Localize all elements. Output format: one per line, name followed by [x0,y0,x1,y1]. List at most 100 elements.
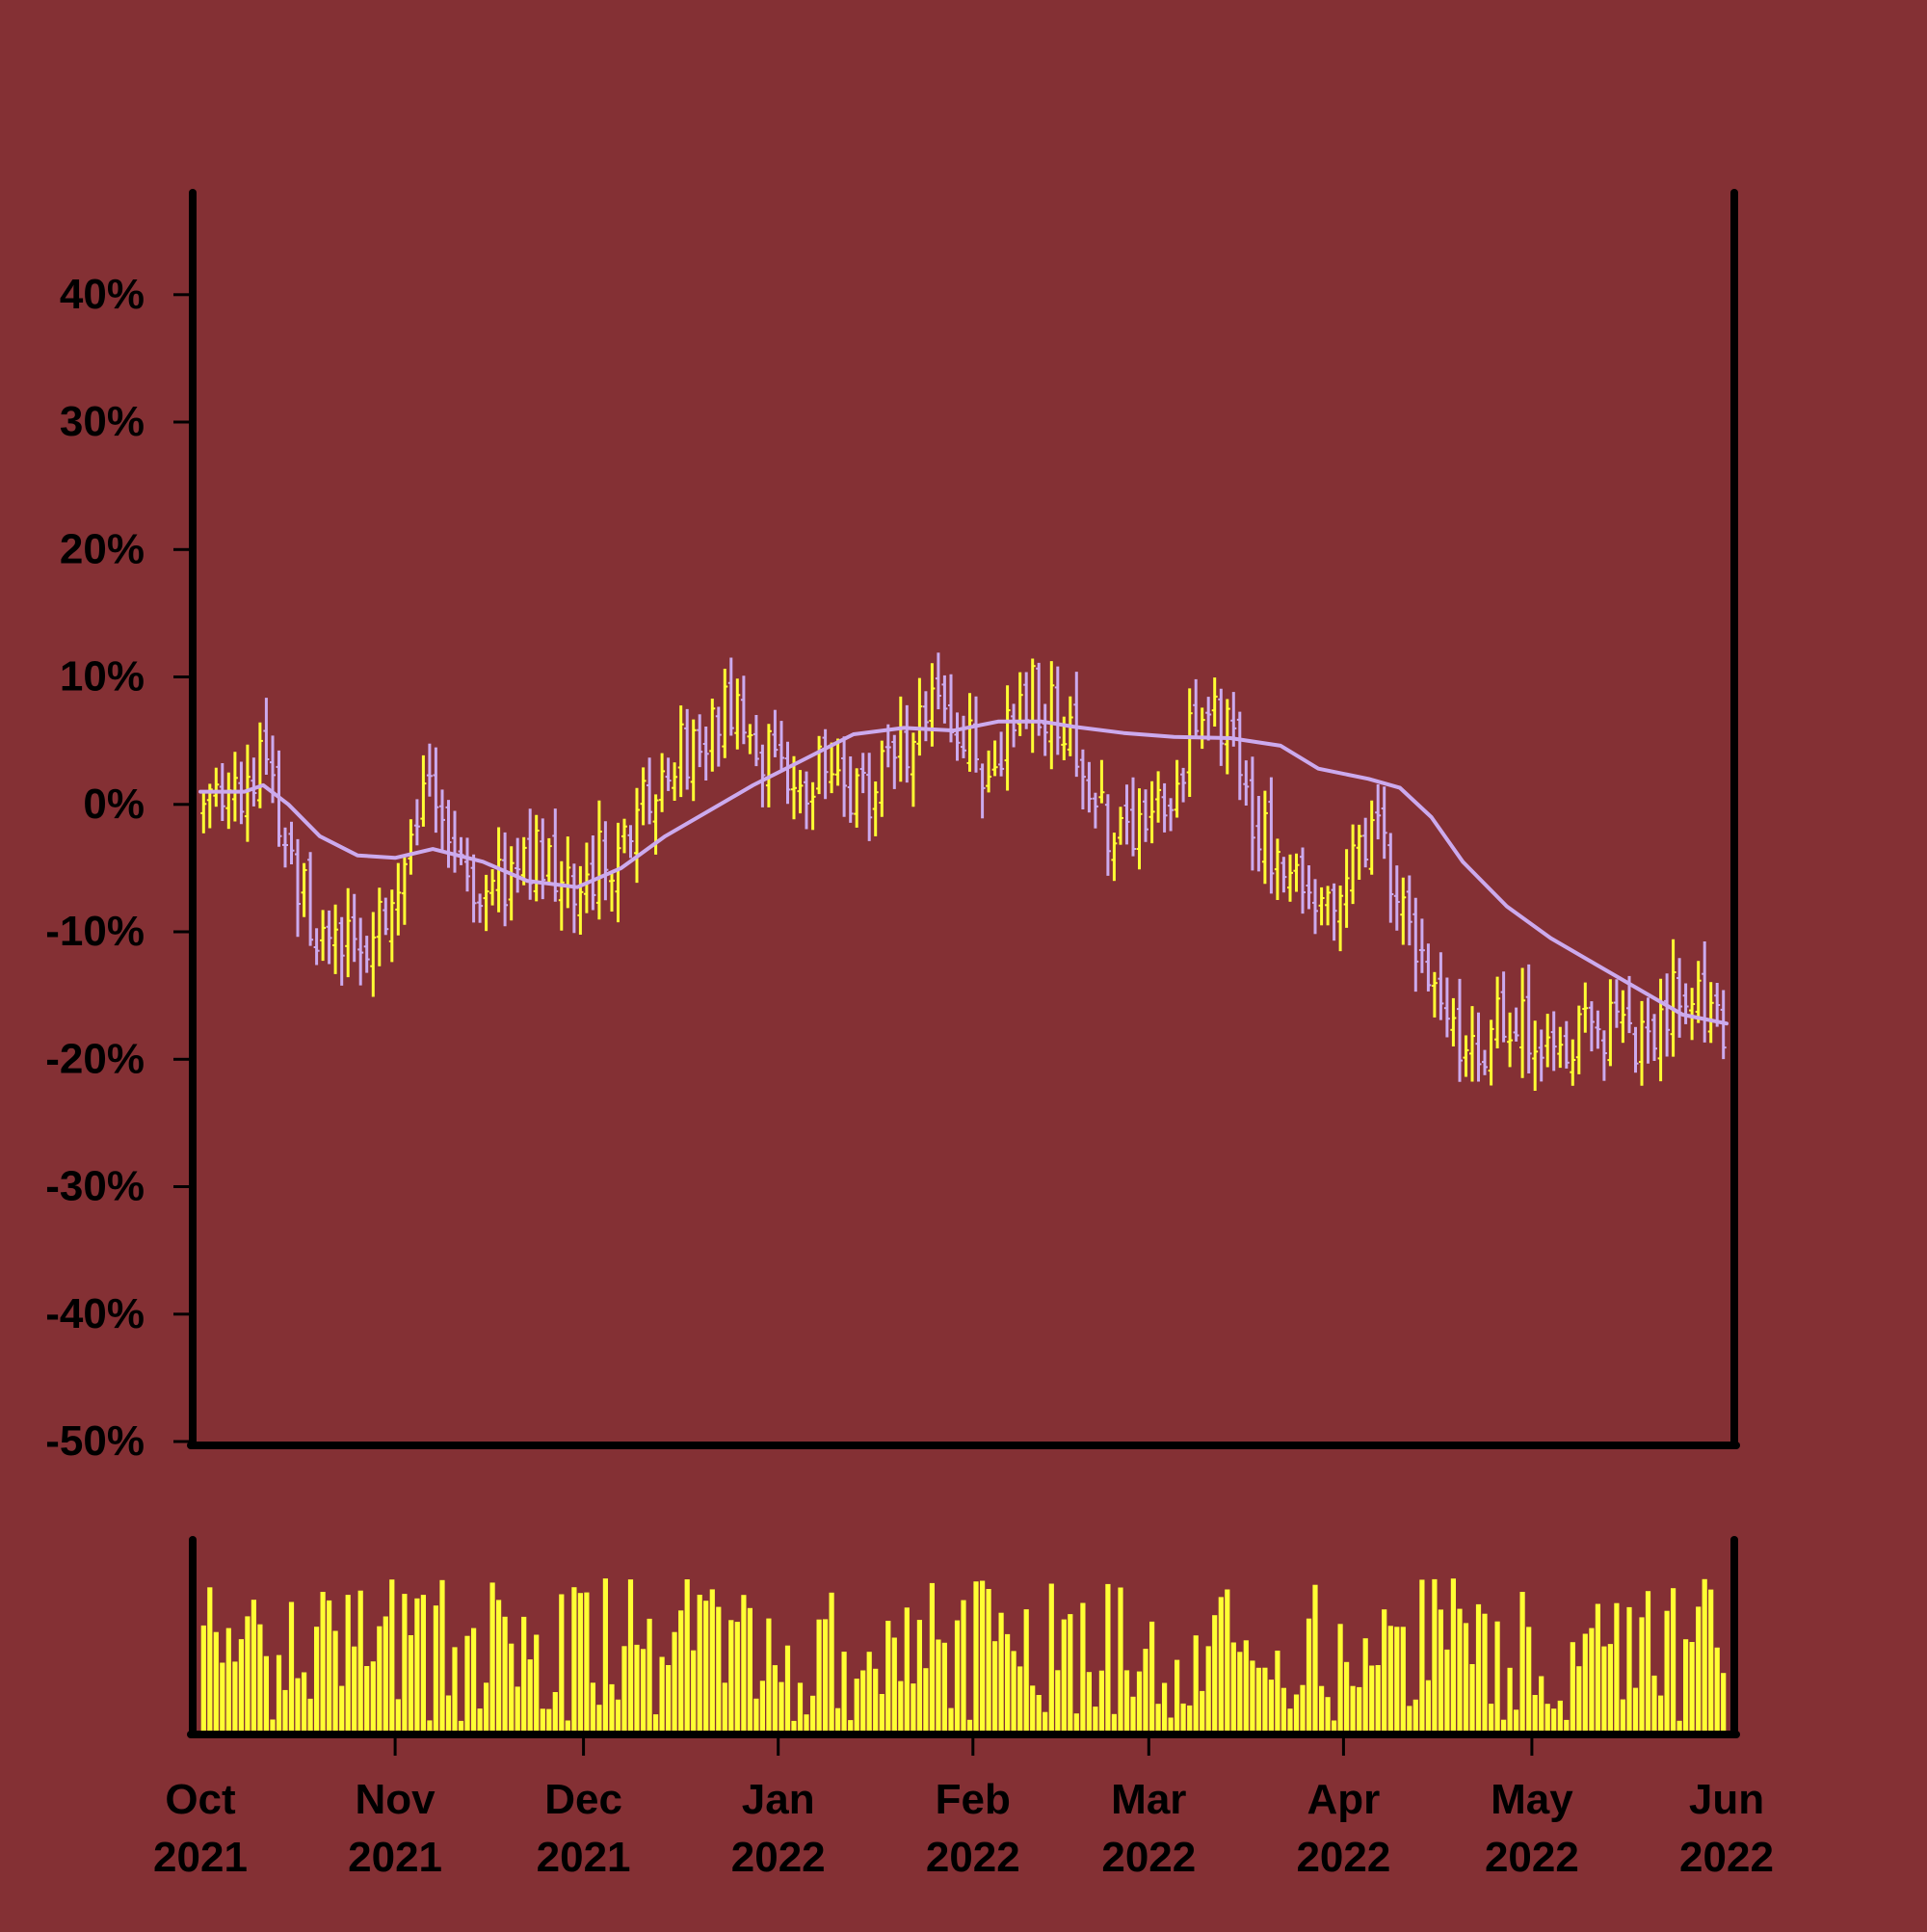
volume-bar [559,1594,565,1731]
volume-bar [1262,1667,1268,1731]
volume-bar [1325,1697,1331,1731]
volume-bar [1532,1695,1538,1731]
volume-bar [1551,1708,1557,1731]
volume-bar [1708,1589,1714,1731]
volume-bar [364,1666,370,1731]
volume-bar [848,1720,854,1731]
volume-bar [345,1595,351,1731]
volume-bar [703,1601,709,1731]
price-bars [200,652,1727,1091]
volume-bar [1721,1673,1727,1731]
volume-bar [948,1707,954,1731]
volume-bar [1651,1675,1657,1731]
volume-bars [200,1578,1727,1731]
volume-bar [860,1670,866,1731]
volume-bar [320,1592,326,1731]
volume-bar [200,1625,206,1731]
x-tick-label-year: 2022 [1679,1834,1774,1881]
volume-bar [1048,1583,1054,1731]
volume-bar [377,1626,383,1731]
volume-bar [1055,1670,1061,1731]
y-tick-label: -20% [45,1035,145,1082]
y-tick-label: 20% [60,525,145,572]
volume-bar [439,1579,445,1731]
volume-bar [1362,1638,1368,1731]
y-tick-label: 30% [60,398,145,445]
volume-bar [1544,1704,1550,1731]
volume-bar [1514,1709,1519,1731]
volume-bar [1337,1624,1343,1731]
volume-bar [879,1694,884,1731]
volume-bar [1457,1608,1463,1731]
volume-bar [1080,1602,1086,1731]
volume-bar [1450,1578,1456,1731]
volume-bar [1645,1591,1651,1731]
volume-bar [1243,1640,1249,1731]
volume-bar [1168,1717,1174,1731]
volume-bar [885,1621,891,1731]
volume-bar [1425,1680,1431,1731]
volume-bar [420,1595,426,1731]
volume-bar [766,1618,772,1731]
volume-bar [1519,1592,1525,1731]
x-tick-label-month: Jun [1689,1776,1764,1823]
volume-bar [352,1646,357,1731]
volume-bar [1620,1699,1625,1731]
volume-bar [672,1631,677,1731]
y-tick-label: 10% [60,653,145,701]
volume-bar [747,1607,752,1731]
volume-bar [546,1708,552,1731]
volume-bar [1444,1649,1450,1731]
volume-bar [898,1681,904,1731]
volume-bar [414,1598,420,1731]
volume-bar [973,1581,979,1731]
volume-bar [452,1647,458,1731]
volume-bar [1570,1642,1575,1731]
volume-bar [647,1618,652,1731]
volume-bar [1268,1680,1274,1731]
volume-bar [1312,1584,1318,1731]
volume-bar [477,1708,483,1731]
volume-bar [609,1683,615,1731]
volume-bar [577,1593,583,1731]
volume-bar [408,1635,413,1731]
volume-bar [584,1592,590,1731]
volume-bar [1607,1644,1613,1731]
volume-bar [1539,1676,1544,1731]
volume-bar [941,1642,947,1731]
x-tick-label-year: 2022 [1101,1834,1196,1881]
volume-bar [829,1592,834,1731]
volume-bar [823,1619,829,1731]
volume-bar [1193,1635,1199,1731]
volume-bar [992,1641,998,1731]
volume-bar [1136,1671,1143,1731]
volume-bar [302,1672,307,1731]
volume-bar [270,1719,276,1731]
volume-bar [464,1635,470,1731]
volume-bar [295,1678,301,1731]
volume-bar [1482,1613,1488,1731]
volume-bar [634,1644,640,1731]
volume-bar [1689,1642,1695,1731]
volume-bar [571,1587,577,1731]
volume-bar [251,1600,256,1731]
x-tick-label-year: 2022 [1485,1834,1579,1881]
volume-bar [1300,1684,1306,1731]
volume-bar [1463,1623,1469,1731]
volume-panel: Oct 2021 Nov 2021 Dec 2021 Jan 2022 Feb 2022 Mar 20… [153,1536,1774,1881]
volume-bar [596,1705,602,1731]
volume-bar [797,1682,804,1731]
volume-bar [1111,1713,1117,1731]
volume-bar [332,1630,338,1731]
x-tick-label-month: Oct [165,1776,236,1823]
volume-bar [471,1628,477,1731]
x-tick-label-month: Nov [356,1776,436,1823]
volume-bar [1438,1609,1443,1731]
volume-bar [1068,1614,1073,1731]
volume-bar [552,1692,558,1731]
y-tick-label: -10% [45,908,145,955]
volume-bar [1280,1687,1286,1731]
volume-bar [238,1639,244,1731]
volume-bar [653,1714,659,1731]
volume-bar [1180,1703,1186,1731]
